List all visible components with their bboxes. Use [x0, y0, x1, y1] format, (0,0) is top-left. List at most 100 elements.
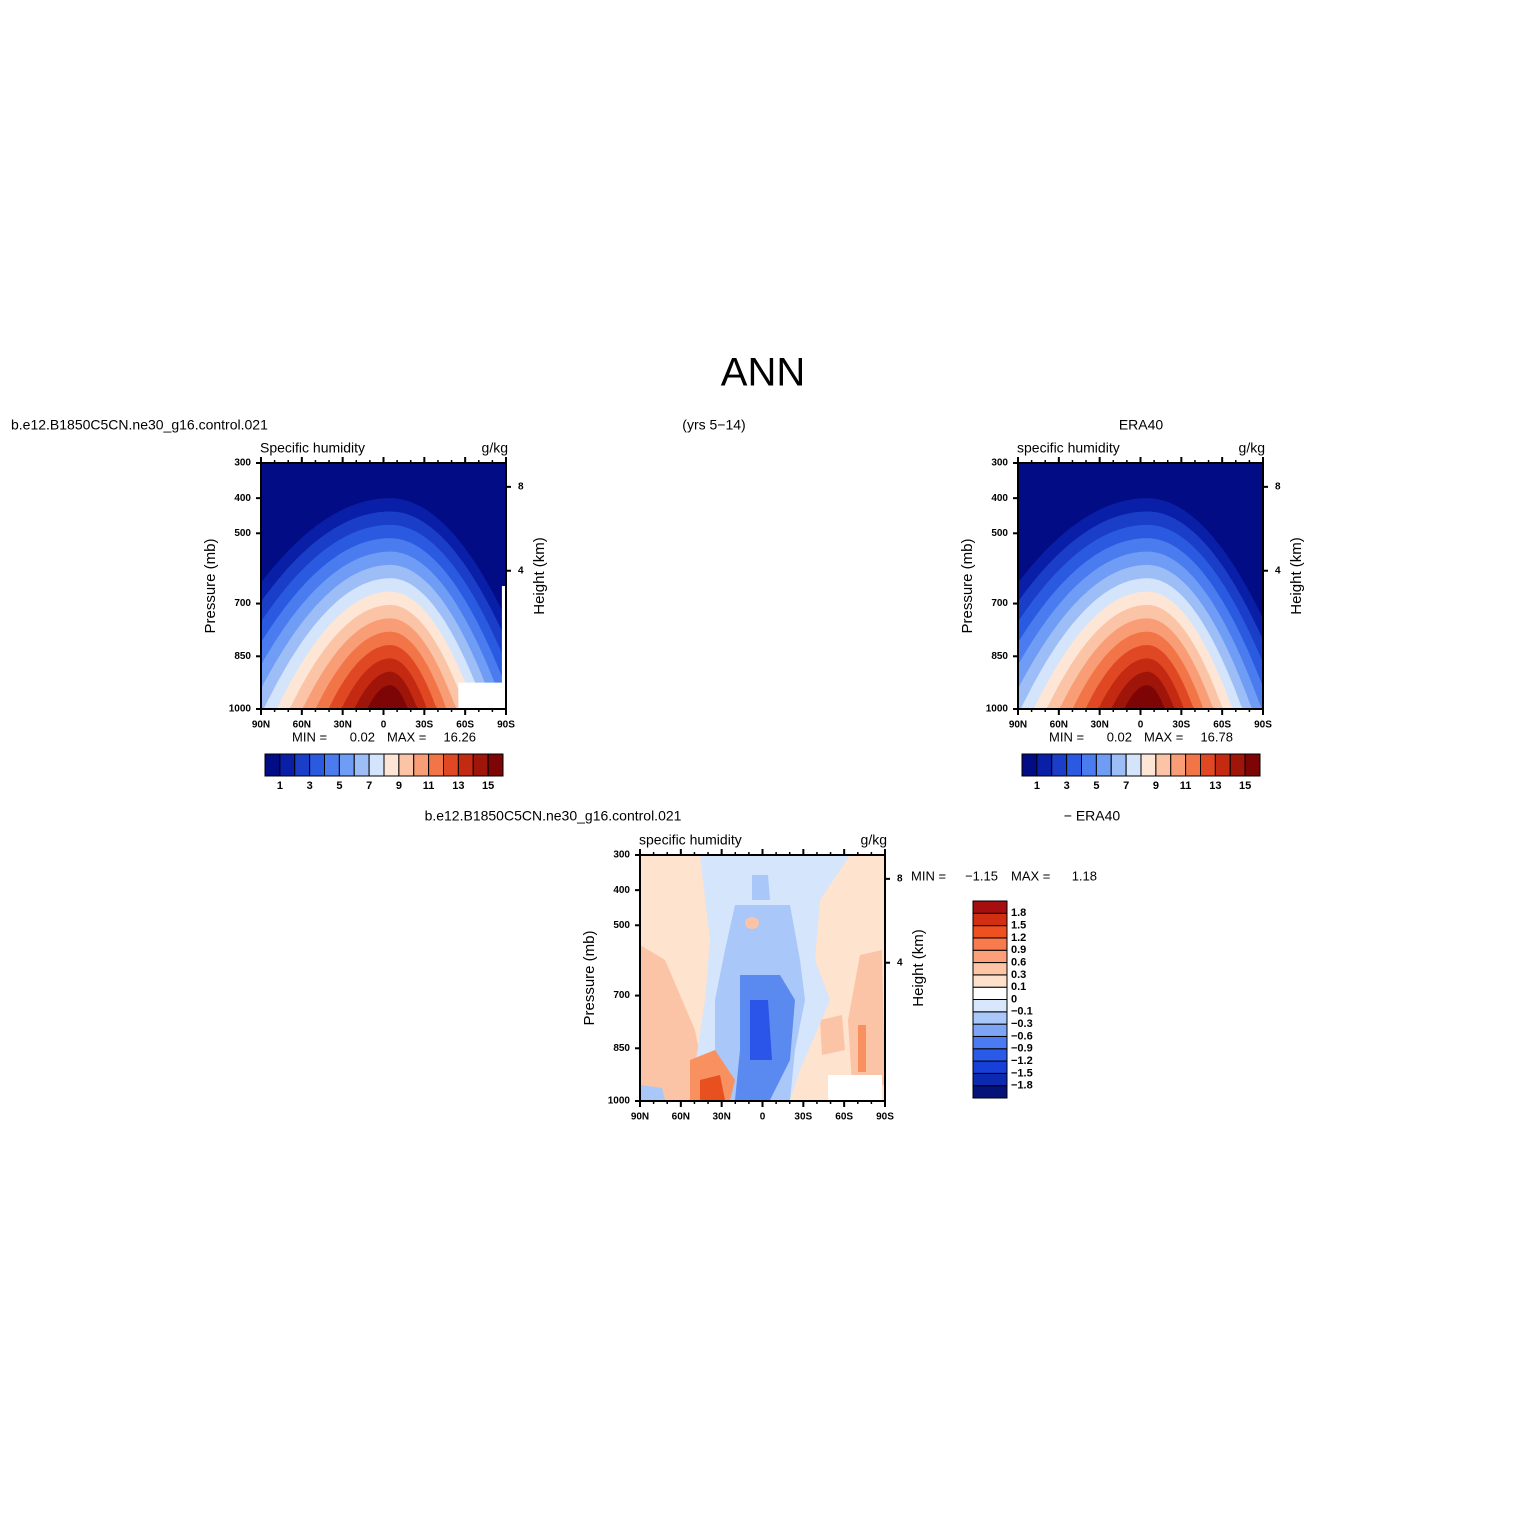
min-value: 0.02	[350, 729, 375, 744]
case-name: b.e12.B1850C5CN.ne30_g16.control.021	[425, 808, 682, 824]
x-tick-label: 30S	[415, 720, 433, 731]
y-tick-label: 700	[613, 990, 630, 1001]
colorbar-label: 15	[482, 780, 494, 792]
x-tick-label: 90N	[631, 1112, 649, 1123]
x-tick-label: 30N	[333, 720, 351, 731]
contour-fill	[640, 1085, 665, 1100]
colorbar-label: 11	[1180, 780, 1192, 792]
max-value: 16.78	[1200, 729, 1233, 744]
min-label: MIN =	[1049, 729, 1084, 744]
colorbar-label: 1.8	[1011, 907, 1026, 919]
contour-fill	[261, 685, 506, 709]
y2-axis-title: Height (km)	[1288, 537, 1305, 615]
colorbar-label: −0.9	[1011, 1043, 1033, 1055]
y-tick-label: 500	[991, 528, 1008, 539]
y-axis-title: Pressure (mb)	[202, 538, 219, 633]
x-tick-label: 90N	[1009, 720, 1027, 731]
max-value: 16.26	[443, 729, 476, 744]
y-axis-title: Pressure (mb)	[959, 538, 976, 633]
colorbar-box	[413, 753, 430, 777]
reference-name: − ERA40	[1064, 808, 1121, 824]
x-tick-label: 30S	[1172, 720, 1190, 731]
colorbar-box	[487, 753, 504, 777]
colorbar-box	[1081, 753, 1097, 777]
contour-fill	[745, 917, 759, 929]
colorbar-box	[972, 925, 1008, 939]
colorbar-box	[1200, 753, 1216, 777]
colorbar-label: −0.1	[1011, 1006, 1033, 1018]
x-tick-label: 60S	[1213, 720, 1231, 731]
x-tick-label: 60N	[1050, 720, 1068, 731]
colorbar-box	[972, 1060, 1008, 1074]
colorbar-box	[972, 986, 1008, 1000]
y-tick-label: 400	[234, 493, 251, 504]
y2-tick-label: 8	[897, 873, 903, 884]
colorbar-label: 1.2	[1011, 932, 1026, 944]
y-tick-label: 1000	[608, 1096, 631, 1107]
max-label: MAX =	[387, 729, 426, 744]
colorbar-box	[428, 753, 444, 777]
x-tick-label: 60N	[293, 720, 311, 731]
min-label: MIN =	[911, 868, 946, 883]
colorbar-box	[1170, 753, 1187, 777]
panel-units: g/kg	[1239, 440, 1265, 456]
colorbar-box	[972, 1085, 1008, 1099]
colorbar-label: 15	[1239, 780, 1251, 792]
y-tick-label: 1000	[229, 704, 252, 715]
difference-field	[640, 855, 885, 1101]
colorbar-box	[472, 753, 489, 777]
colorbar-label: 5	[336, 780, 342, 792]
colorbar-label: 13	[452, 780, 464, 792]
colorbar-box	[972, 900, 1008, 914]
colorbar-box	[1110, 753, 1127, 777]
y-tick-label: 850	[613, 1043, 630, 1054]
colorbar-box	[972, 949, 1008, 964]
y-tick-label: 500	[613, 920, 630, 931]
y2-tick-label: 4	[897, 957, 903, 968]
colorbar-box	[309, 753, 325, 777]
min-value: 0.02	[1107, 729, 1132, 744]
y-tick-label: 300	[613, 850, 630, 861]
colorbar-box	[972, 962, 1008, 976]
colorbar-box	[264, 753, 281, 777]
x-tick-label: 30N	[712, 1112, 730, 1123]
y-axis-title: Pressure (mb)	[581, 930, 598, 1025]
colorbar-box	[972, 912, 1008, 927]
panel-title: Specific humidity	[260, 440, 365, 456]
colorbar-box	[1066, 753, 1082, 777]
contour-fill	[848, 950, 885, 1085]
colorbar-box	[368, 753, 385, 777]
panel-units: g/kg	[861, 832, 887, 848]
colorbar-box	[1125, 753, 1142, 777]
colorbar-label: 5	[1093, 780, 1099, 792]
colorbar-label: 7	[366, 780, 372, 792]
panel-title: specific humidity	[639, 832, 742, 848]
panel-title: specific humidity	[1017, 440, 1120, 456]
colorbar-label: 0.9	[1011, 944, 1026, 956]
colorbar-box	[383, 753, 400, 777]
colorbar-box	[1021, 753, 1038, 777]
min-label: MIN =	[292, 729, 327, 744]
colorbar-label: −1.8	[1011, 1080, 1033, 1092]
x-tick-label: 30N	[1090, 720, 1108, 731]
colorbar-box	[972, 937, 1008, 951]
y-tick-label: 700	[991, 598, 1008, 609]
colorbar-label: 7	[1123, 780, 1129, 792]
colorbar-box	[353, 753, 370, 777]
y2-tick-label: 4	[518, 565, 524, 576]
colorbar-label: −0.3	[1011, 1018, 1033, 1030]
colorbar-label: 0.3	[1011, 969, 1026, 981]
colorbar-box	[972, 999, 1008, 1013]
y-tick-label: 400	[613, 885, 630, 896]
colorbar-label: −1.5	[1011, 1067, 1033, 1079]
colorbar-box	[1036, 753, 1053, 777]
contour-fill	[750, 1000, 772, 1060]
y-tick-label: 300	[991, 458, 1008, 469]
contour-fill	[640, 945, 705, 1100]
colorbar-box	[972, 1011, 1008, 1025]
panel-units: g/kg	[482, 440, 508, 456]
max-label: MAX =	[1144, 729, 1183, 744]
colorbar-box	[1155, 753, 1172, 777]
y2-axis-title: Height (km)	[910, 929, 927, 1007]
